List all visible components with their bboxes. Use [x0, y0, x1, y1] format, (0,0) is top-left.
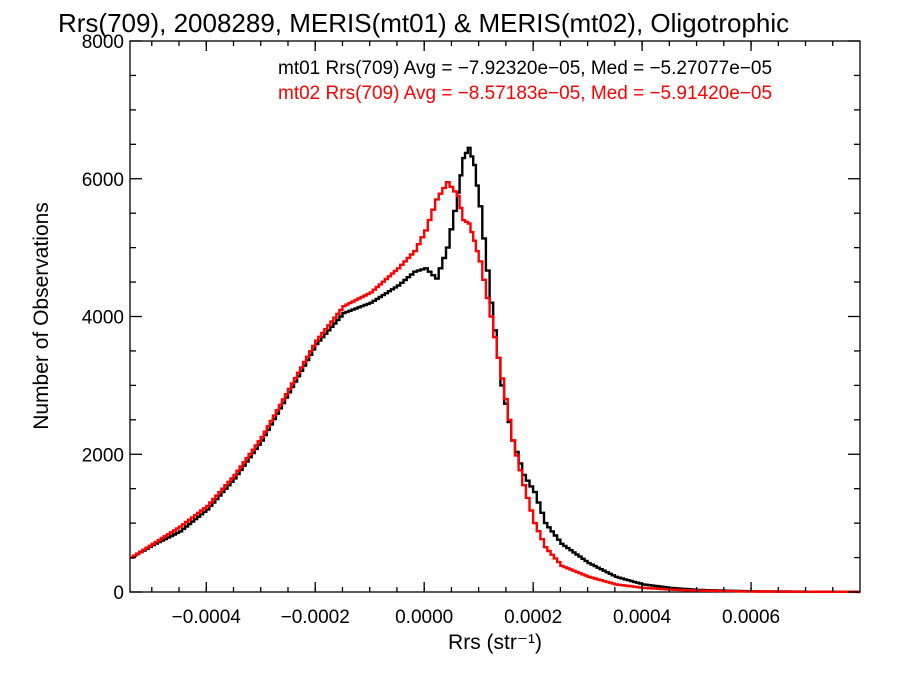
- chart-title: Rrs(709), 2008289, MERIS(mt01) & MERIS(m…: [58, 8, 789, 38]
- x-axis-label: Rrs (str⁻¹): [448, 631, 542, 654]
- y-tick-label: 4000: [82, 308, 124, 329]
- y-tick-label: 6000: [82, 170, 124, 191]
- series-line-mt02: [130, 181, 860, 594]
- x-tick-label: 0.0006: [722, 607, 780, 628]
- legend-entry-mt01: mt01 Rrs(709) Avg = −7.92320e−05, Med = …: [278, 58, 772, 79]
- x-axis: −0.0004 −0.0002 0.0000 0.0002 0.0004 0.0006: [151, 41, 834, 628]
- x-tick-label: −0.0002: [281, 607, 350, 628]
- y-tick-label: 0: [113, 583, 124, 604]
- plot-area: −0.0004 −0.0002 0.0000 0.0002 0.0004 0.0006 0…: [82, 32, 861, 628]
- x-tick-label: 0.0002: [504, 607, 562, 628]
- y-tick-label: 2000: [82, 445, 124, 466]
- series-group: [130, 146, 860, 594]
- y-tick-label: 8000: [82, 32, 124, 53]
- plot-frame: [129, 40, 861, 593]
- series-line-mt01: [130, 146, 860, 594]
- x-tick-label: −0.0004: [172, 607, 242, 628]
- x-tick-label: 0.0004: [613, 607, 672, 628]
- y-axis-label: Number of Observations: [30, 202, 53, 430]
- x-tick-label: 0.0000: [395, 607, 453, 628]
- y-axis: 0 2000 4000 6000 8000: [82, 32, 860, 604]
- legend-entry-mt02: mt02 Rrs(709) Avg = −8.57183e−05, Med = …: [278, 83, 772, 104]
